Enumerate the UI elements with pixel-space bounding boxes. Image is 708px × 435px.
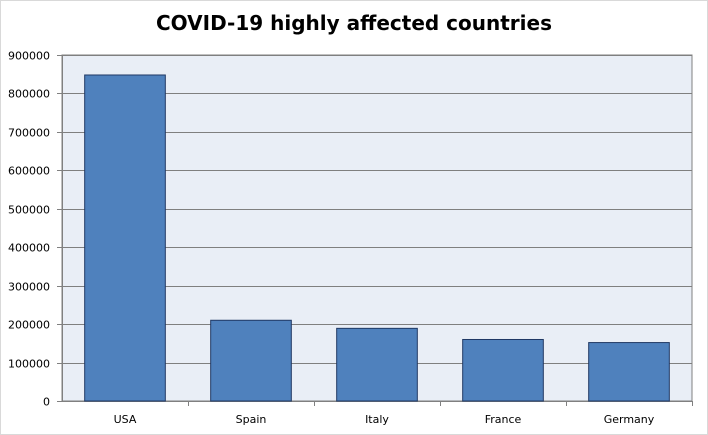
bar-france	[462, 338, 544, 402]
chart-title: COVID-19 highly affected countries	[156, 11, 552, 35]
y-tick-label: 500000	[8, 204, 50, 217]
y-tick-label: 900000	[8, 50, 50, 63]
y-tick-label: 0	[43, 396, 50, 409]
x-tick-label: Spain	[236, 413, 267, 426]
x-tick-label: Germany	[604, 413, 655, 426]
x-tick-label: USA	[114, 413, 137, 426]
bar-germany	[588, 342, 670, 402]
y-tick-label: 200000	[8, 319, 50, 332]
bar-usa	[84, 74, 166, 402]
bar-italy	[336, 327, 418, 402]
y-tick-label: 600000	[8, 165, 50, 178]
y-tick-label: 100000	[8, 358, 50, 371]
y-tick-label: 800000	[8, 88, 50, 101]
y-tick-label: 300000	[8, 281, 50, 294]
x-tick-label: France	[485, 413, 522, 426]
x-tick-label: Italy	[365, 413, 389, 426]
bar-spain	[210, 319, 292, 402]
y-tick-label: 400000	[8, 242, 50, 255]
y-tick-label: 700000	[8, 127, 50, 140]
